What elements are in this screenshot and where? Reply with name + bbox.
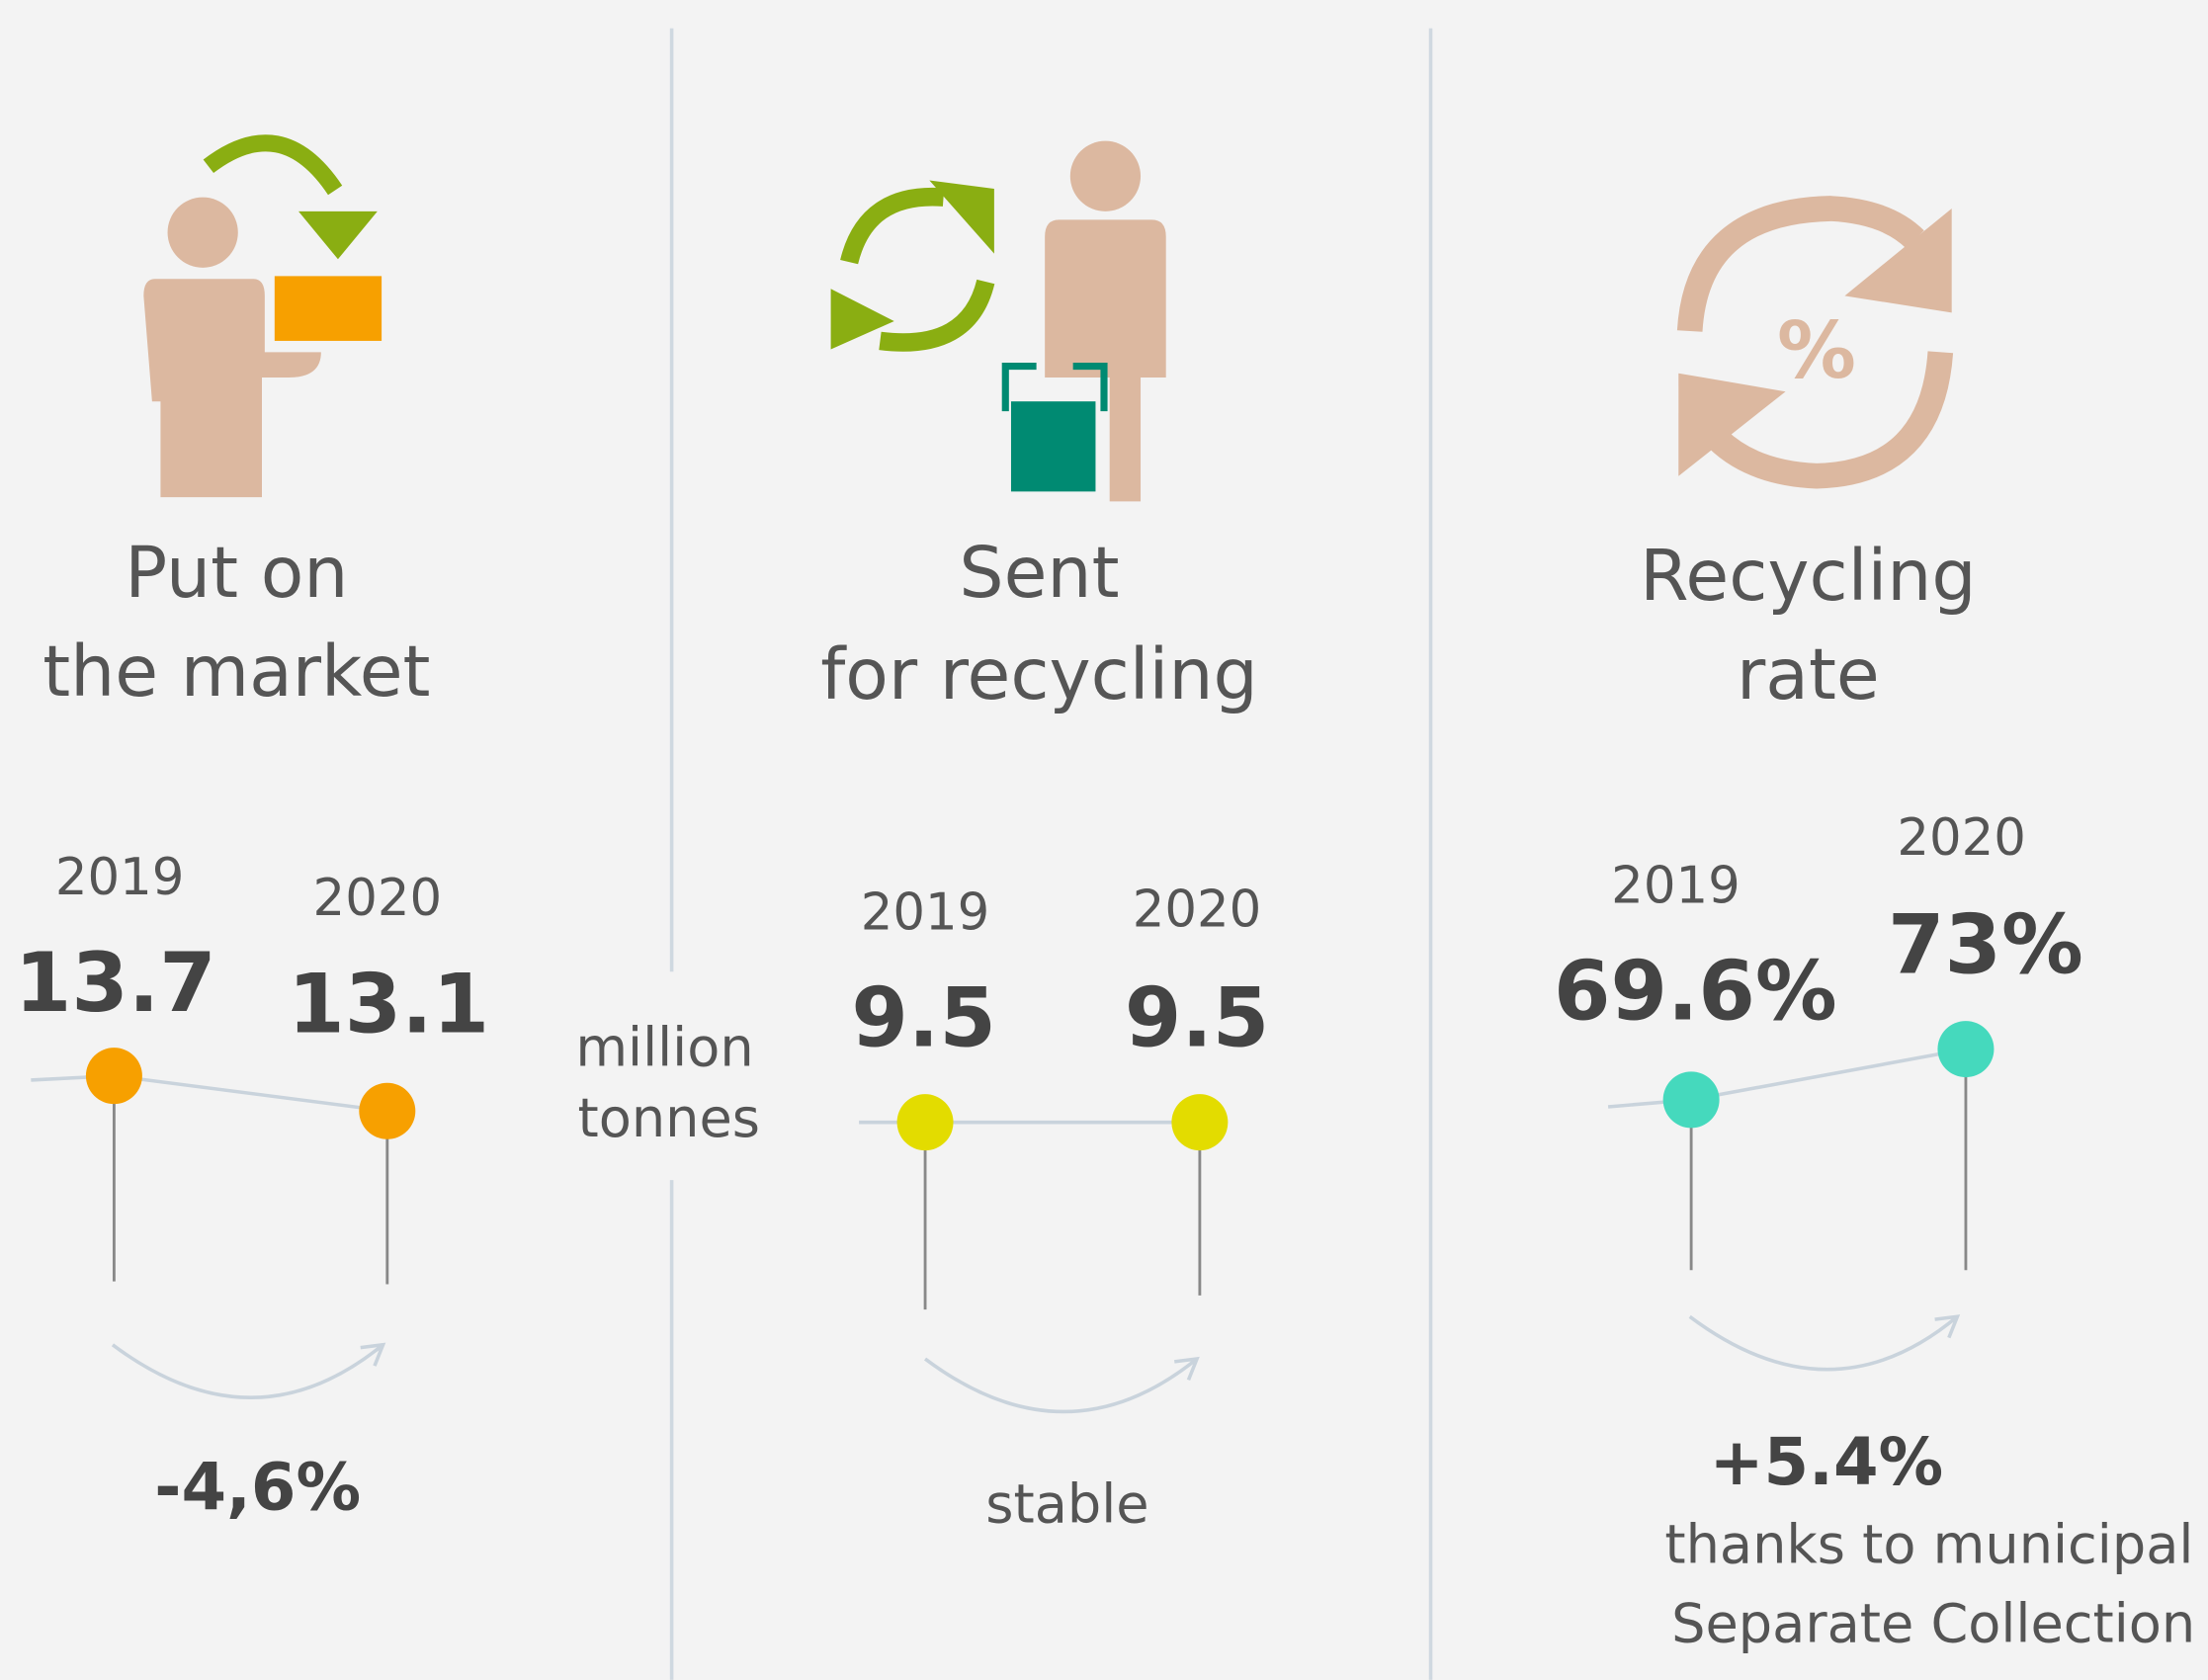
panel-title: the market	[42, 630, 430, 713]
dot	[1937, 1021, 1995, 1078]
value: 13.1	[288, 957, 489, 1051]
change: -4,6%	[154, 1450, 361, 1525]
panel-title: for recycling	[820, 633, 1257, 715]
value: 13.7	[15, 936, 216, 1031]
icon-rate: %	[1676, 196, 1954, 489]
dot	[359, 1082, 416, 1139]
year: 2019	[1611, 856, 1741, 915]
dot	[896, 1094, 954, 1151]
year: 2020	[1133, 881, 1262, 940]
value: 9.5	[1125, 971, 1269, 1066]
value: 9.5	[851, 971, 995, 1066]
note: Separate Collection	[1671, 1592, 2195, 1654]
year: 2019	[55, 848, 185, 907]
year: 2020	[1897, 808, 2026, 868]
dot	[1662, 1071, 1720, 1129]
change: stable	[985, 1472, 1148, 1535]
note: thanks to municipal	[1664, 1514, 2193, 1576]
icon-market	[143, 134, 382, 498]
svg-text:%: %	[1777, 304, 1856, 396]
dot	[1171, 1094, 1229, 1151]
panel-title: Recycling	[1640, 535, 1976, 617]
panel-title: rate	[1737, 633, 1880, 715]
change-arrow	[1688, 1314, 1961, 1372]
year: 2020	[313, 869, 443, 928]
change-arrow	[923, 1356, 1200, 1414]
unit: million	[575, 1017, 753, 1079]
value: 69.6%	[1554, 945, 1837, 1040]
change-arrow	[111, 1342, 386, 1399]
dot	[85, 1048, 142, 1105]
year: 2019	[861, 882, 990, 942]
change: +5.4%	[1710, 1425, 1944, 1500]
panel-title: Put on	[125, 532, 348, 614]
unit: tonnes	[578, 1087, 760, 1149]
panel-title: Sent	[959, 532, 1119, 614]
value: 73%	[1888, 898, 2083, 993]
